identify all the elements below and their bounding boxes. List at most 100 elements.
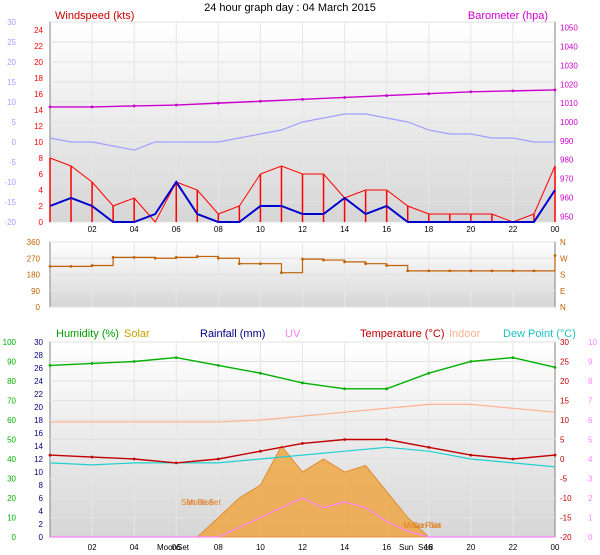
windspeed-axis-tick: 14 — [34, 106, 43, 115]
windspeed-axis-tick: 10 — [34, 138, 43, 147]
compass-tick: S — [560, 271, 565, 280]
humidity-axis-tick: 100 — [3, 338, 17, 347]
barometer-axis-tick: 1020 — [560, 80, 578, 89]
wind-direction-point — [153, 256, 157, 260]
temperature-label: Temperature (°C) — [360, 328, 444, 340]
wind-gust-bar — [343, 198, 346, 222]
temperature-axis-tick: 25 — [560, 358, 569, 367]
wind-x-tick: 14 — [340, 225, 349, 234]
sun-moon-marker: Sun Rise — [181, 498, 214, 507]
direction-axis-tick: 180 — [27, 271, 41, 280]
humidity-axis-tick: 30 — [7, 475, 16, 484]
barometer-axis-tick: 1030 — [560, 61, 578, 70]
axis-event-label: Moon — [157, 543, 177, 552]
wind-direction-point — [427, 269, 431, 273]
wind-average-line — [49, 180, 556, 223]
wind-direction-point — [553, 254, 557, 257]
humidity-point — [427, 371, 431, 375]
temperature-x-axis: 02 04 06 08 10 12 14 16 18 20 22 00 — [88, 543, 560, 552]
humidity-axis-tick: 50 — [7, 436, 16, 445]
barometer-axis-tick: 1010 — [560, 99, 578, 108]
humidity-axis-tick: 80 — [7, 377, 16, 386]
humidity-point — [511, 356, 515, 359]
windspeed-axis-tick: 0 — [39, 218, 44, 227]
wind-x-tick: 22 — [508, 225, 517, 234]
indoor-line — [50, 403, 556, 423]
rainfall-label: Rainfall (mm) — [200, 328, 265, 340]
axis-event-label: 6 — [428, 543, 433, 552]
wind-direction-point — [259, 262, 262, 266]
barometer-axis-tick: 950 — [560, 212, 574, 221]
temperature-point — [216, 457, 220, 461]
temperature-x-tick: 00 — [551, 543, 560, 552]
windspeed-axis-tick: 18 — [34, 74, 43, 83]
uv-axis-tick: 10 — [588, 338, 597, 347]
wind-direction-point — [301, 257, 304, 261]
wind-direction-point — [511, 269, 515, 273]
indoor-label: Indoor — [449, 328, 481, 340]
temperature-axis-tick: 5 — [12, 118, 17, 127]
direction-axis-tick: 360 — [27, 238, 41, 247]
temperature-point — [132, 457, 136, 461]
temperature-point — [301, 442, 304, 445]
temperature-axis-tick: -10 — [4, 178, 16, 187]
windspeed-axis-tick: 16 — [34, 90, 43, 99]
wind-direction-point — [132, 255, 136, 259]
wind-gust-bar — [428, 214, 430, 222]
humidity-point — [343, 387, 346, 391]
direction-left-axis: 360 270 180 90 0 — [27, 238, 41, 312]
direction-axis-tick: 0 — [36, 303, 41, 312]
temperature-point — [469, 453, 473, 457]
wind-gust-bar — [196, 190, 199, 222]
barometer-point — [90, 105, 94, 109]
wind-x-tick: 08 — [214, 225, 223, 234]
barometer-axis-tick: 1050 — [560, 24, 578, 33]
uv-axis-tick: 2 — [588, 494, 593, 503]
temperature-axis-tick: -10 — [560, 494, 572, 503]
wind-direction-point — [364, 262, 368, 266]
wind-x-tick: 16 — [382, 225, 391, 234]
temperature-x-tick: 12 — [298, 543, 307, 552]
compass-tick: W — [560, 254, 568, 263]
windspeed-axis-tick: 6 — [39, 170, 44, 179]
sun-moon-marker: Sun Set — [412, 521, 441, 530]
temperature-line — [49, 113, 555, 151]
humidity-point — [174, 356, 178, 359]
wind-x-tick: 20 — [466, 225, 475, 234]
barometer-point — [385, 94, 389, 97]
temperature-axis: 30 25 20 15 10 5 0 -5 -10 -15 -20 — [560, 338, 572, 542]
temperature-x-tick: 16 — [382, 543, 391, 552]
barometer-point — [48, 105, 52, 109]
windspeed-axis-tick: 24 — [34, 26, 43, 35]
wind-gust-bar — [449, 214, 451, 222]
axis-event-label: Set — [177, 543, 190, 552]
temperature-x-tick: 20 — [466, 543, 475, 552]
windspeed-axis-tick: 8 — [39, 154, 44, 163]
uv-axis-tick: 1 — [588, 514, 593, 523]
solar-label: Solar — [124, 328, 150, 340]
barometer-point — [469, 90, 473, 94]
direction-axis-tick: 90 — [31, 287, 40, 296]
compass-tick: E — [560, 287, 565, 296]
temperature-point — [259, 449, 262, 453]
wind-gust-bar — [175, 182, 177, 222]
wind-direction-point — [448, 269, 452, 273]
humidity-point — [259, 371, 262, 375]
wind-gust-bar — [406, 206, 409, 222]
wind-direction-point — [174, 255, 178, 259]
temperature-x-tick: 10 — [256, 543, 265, 552]
temperature-axis-tick: 20 — [7, 58, 16, 67]
barometer-axis-tick: 990 — [560, 137, 574, 146]
wind-direction-point — [385, 264, 389, 267]
wind-gust-bar — [322, 174, 325, 222]
barometer-point — [132, 104, 136, 108]
wind-direction-point — [490, 269, 494, 273]
temperature-point — [90, 455, 94, 459]
uv-axis-tick: 3 — [588, 475, 593, 484]
humidity-label: Humidity (%) — [56, 328, 119, 340]
wind-gust-bar — [301, 174, 304, 222]
temperature-point — [511, 457, 515, 461]
wind-x-tick: 04 — [130, 225, 139, 234]
